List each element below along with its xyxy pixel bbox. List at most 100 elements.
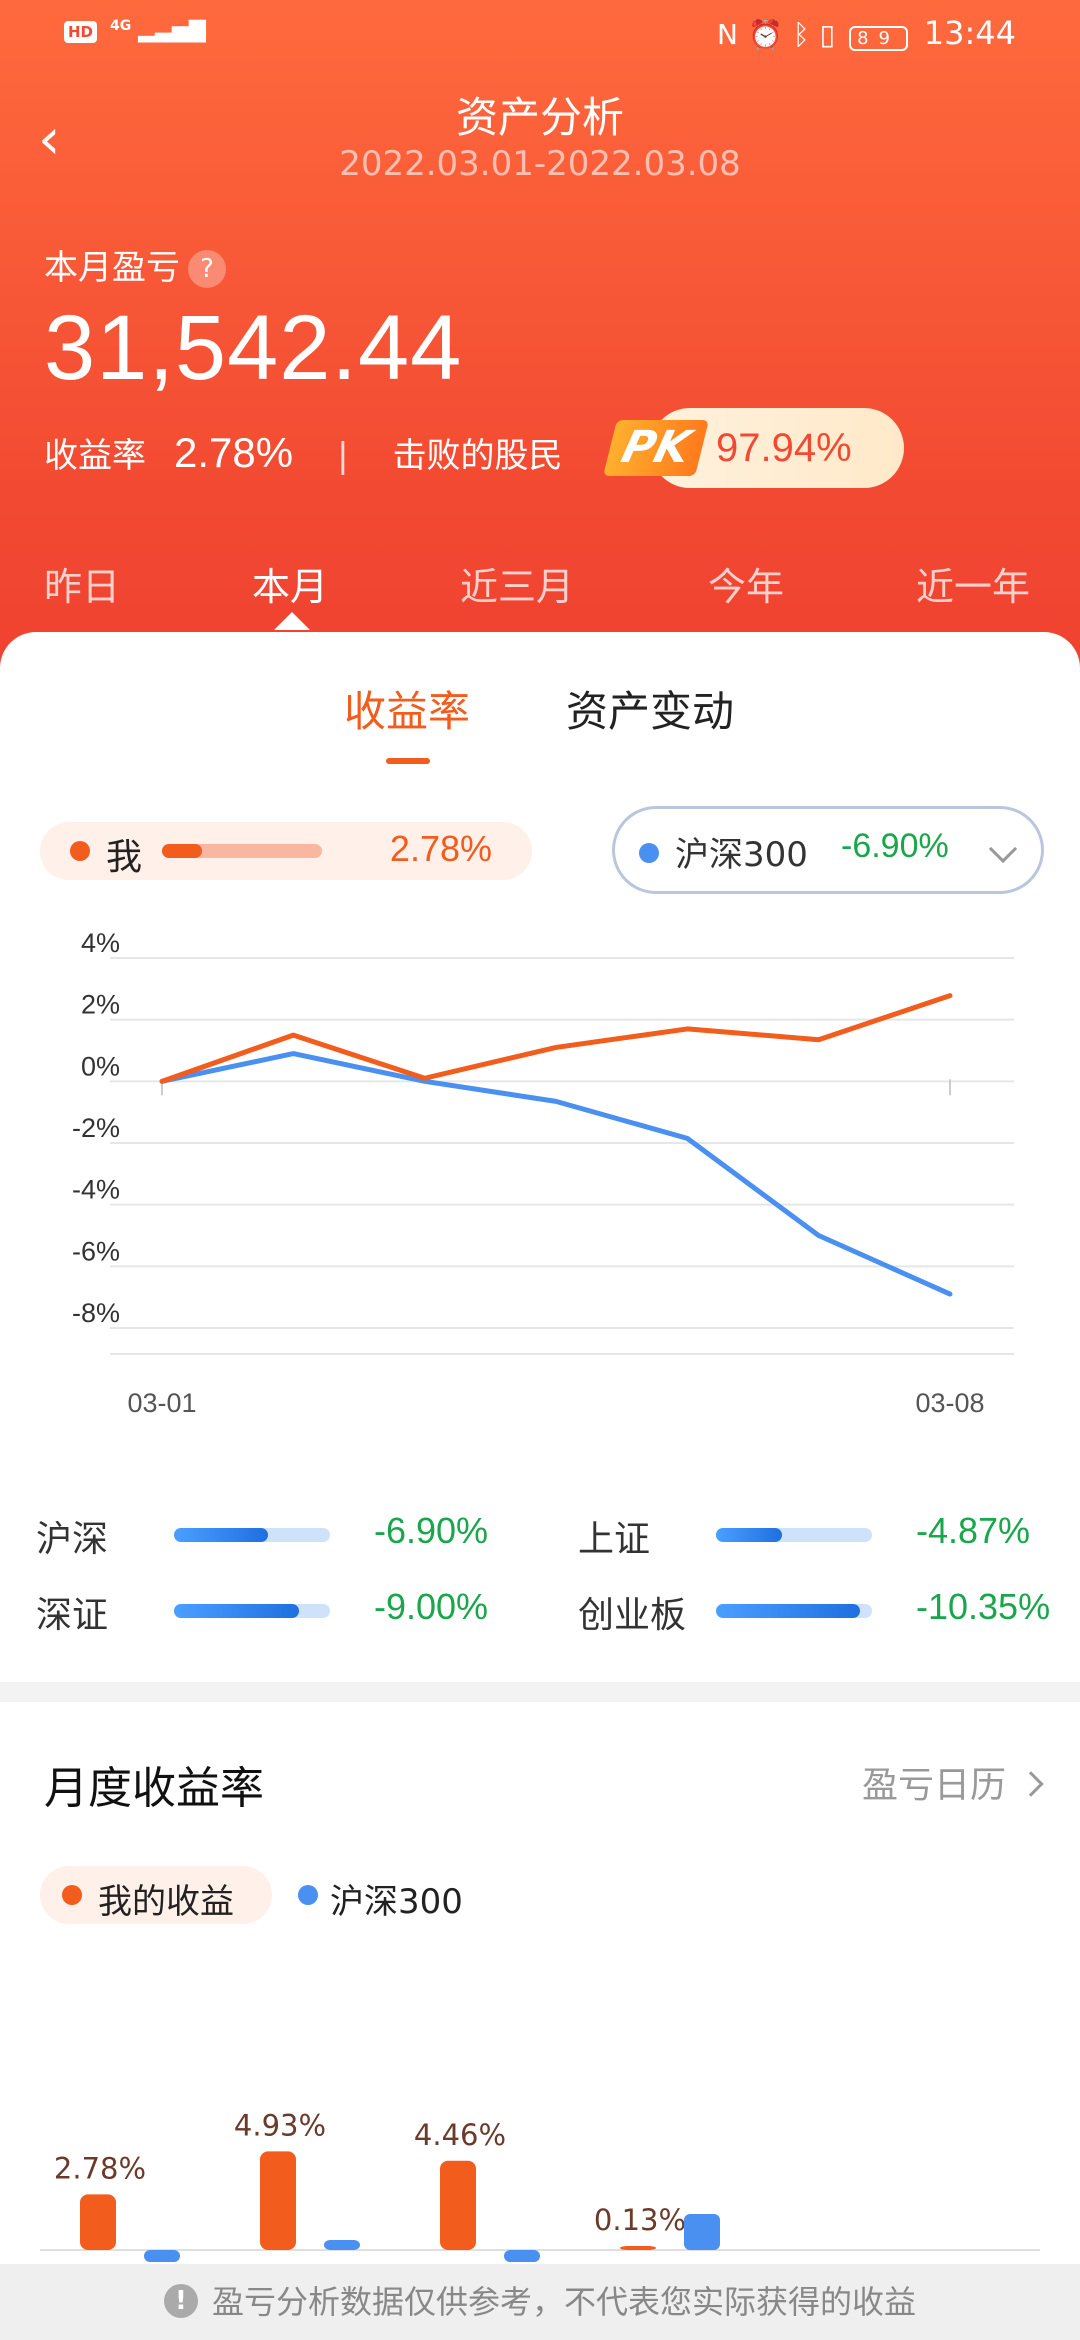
my-yield-chip: 我 2.78% — [40, 822, 532, 880]
header: HD 4G ▂▃▅▇ N⏰ᛒ▯ 89 13:44 ‹ 资产分析 2022.03.0… — [0, 0, 1080, 700]
blue-dot-icon — [639, 843, 659, 863]
segment-indicator — [386, 758, 430, 764]
index-row-name: 沪深 — [36, 1519, 109, 1560]
page-title: 资产分析 — [455, 93, 624, 142]
pl-label: 本月盈亏 — [44, 248, 180, 288]
back-arrow-icon[interactable]: ‹ — [38, 107, 61, 172]
my-yield-bar-fill — [162, 844, 202, 858]
yield-line-chart-svg: 4% 2% 0% -2% -4% -6% -8% 03-01 03-08 — [72, 928, 1014, 1418]
my-yield-bar — [260, 2151, 296, 2250]
index-row-value: -10.35% — [916, 1586, 1051, 1627]
series-line — [159, 1051, 953, 1297]
index-row-name: 上证 — [578, 1519, 651, 1560]
y-tick-label: 0% — [81, 1051, 120, 1081]
y-tick-label: -4% — [72, 1175, 120, 1205]
my-yield-value: 2.78% — [389, 828, 492, 869]
x-tick-label: 03-01 — [127, 1388, 196, 1418]
calendar-link[interactable]: 盈亏日历 — [861, 1756, 1044, 1808]
orange-dot-icon — [70, 841, 90, 861]
series-line — [159, 993, 953, 1084]
index-row: 深证 -9.00% — [36, 1586, 516, 1636]
index-row-value: -9.00% — [374, 1586, 489, 1627]
info-icon: ! — [163, 2284, 198, 2318]
calendar-link-label: 盈亏日历 — [861, 1765, 1006, 1806]
rate-row: 收益率 2.78% | 击败的股民 — [44, 428, 563, 477]
status-icons: N⏰ᛒ▯ 89 — [717, 18, 908, 51]
pk-badge-group[interactable]: 97.94% PK — [603, 408, 904, 488]
vibrate-icon: ▯ — [819, 18, 846, 51]
hd-icon: HD — [64, 21, 98, 43]
index-bar — [324, 2240, 360, 2250]
bar-data-label: 4.46% — [414, 2118, 506, 2152]
y-tick-label: -8% — [72, 1298, 120, 1328]
my-yield-bar — [80, 2194, 116, 2250]
my-yield-bar — [620, 2246, 656, 2250]
pl-amount: 31,542.44 — [44, 297, 463, 399]
legend-mine[interactable]: 我的收益 — [40, 1866, 272, 1924]
range-tabs: 昨日 本月 近三月 今年 近一年 — [0, 556, 1080, 626]
index-row: 创业板 -10.35% — [578, 1586, 1058, 1636]
index-row: 沪深 -6.90% — [36, 1510, 516, 1560]
my-yield-bar — [440, 2160, 476, 2250]
pl-label-row: 本月盈亏? — [44, 240, 226, 289]
index-row-bar-fill — [174, 1604, 299, 1618]
my-yield-bar — [162, 844, 322, 858]
beat-label: 击败的股民 — [392, 436, 563, 476]
tab-asset-change[interactable]: 资产变动 — [566, 687, 735, 736]
bar-data-label: 4.93% — [234, 2108, 326, 2142]
help-icon[interactable]: ? — [188, 250, 226, 288]
status-bar: HD 4G ▂▃▅▇ N⏰ᛒ▯ 89 13:44 — [0, 14, 1080, 58]
monthly-bar-chart: 2.78% 4.93% 4.46% 0.13% — [0, 2040, 1080, 2280]
tab-three-months[interactable]: 近三月 — [460, 565, 575, 609]
rate-label: 收益率 — [44, 436, 146, 476]
legend-index-label: 沪深300 — [330, 1882, 463, 1922]
index-name: 沪深300 — [675, 835, 808, 875]
index-row: 上证 -4.87% — [578, 1510, 1058, 1560]
y-tick-label: -6% — [72, 1236, 120, 1266]
index-bar — [504, 2250, 540, 2262]
index-value: -6.90% — [841, 827, 949, 865]
bar-data-label: 0.13% — [594, 2203, 686, 2237]
disclaimer-text: 盈亏分析数据仅供参考，不代表您实际获得的收益 — [211, 2283, 916, 2321]
index-row-name: 创业板 — [578, 1595, 687, 1636]
signal-bars-icon: ▂▃▅▇ — [138, 18, 206, 43]
monthly-bar-chart-svg: 2.78% 4.93% 4.46% 0.13% — [40, 2108, 1040, 2262]
yield-line-chart: 4% 2% 0% -2% -4% -6% -8% 03-01 03-08 — [0, 900, 1080, 1500]
blue-dot-icon — [298, 1885, 318, 1905]
tab-yield[interactable]: 收益率 — [344, 687, 471, 736]
index-bar — [684, 2214, 720, 2250]
index-row-name: 深证 — [36, 1595, 109, 1636]
divider: | — [337, 436, 349, 476]
pk-icon: PK — [603, 420, 709, 476]
index-select[interactable]: 沪深300 -6.90% — [612, 806, 1044, 894]
legend-mine-label: 我的收益 — [98, 1882, 234, 1922]
tab-this-month[interactable]: 本月 — [252, 565, 329, 609]
my-label: 我 — [106, 837, 143, 878]
battery-icon: 89 — [849, 26, 908, 51]
x-tick-label: 03-08 — [915, 1388, 984, 1418]
nfc-icon: N — [717, 18, 748, 51]
y-tick-label: -2% — [72, 1113, 120, 1143]
index-row-bar — [174, 1604, 330, 1618]
signal-icon: 4G — [109, 18, 132, 34]
disclaimer: ! 盈亏分析数据仅供参考，不代表您实际获得的收益 — [0, 2264, 1080, 2340]
index-row-bar-fill — [174, 1528, 268, 1542]
index-row-bar — [716, 1604, 872, 1618]
orange-dot-icon — [62, 1885, 82, 1905]
alarm-icon: ⏰ — [747, 18, 793, 51]
index-row-bar — [716, 1528, 872, 1542]
tab-yesterday[interactable]: 昨日 — [44, 565, 121, 609]
bar-data-label: 2.78% — [54, 2151, 146, 2185]
clock: 13:44 — [923, 14, 1016, 52]
index-row-bar-fill — [716, 1604, 860, 1618]
rate-value: 2.78% — [174, 429, 294, 476]
y-tick-label: 2% — [81, 990, 120, 1020]
index-row-bar-fill — [716, 1528, 782, 1542]
bluetooth-icon: ᛒ — [792, 18, 820, 51]
y-tick-label: 4% — [81, 928, 120, 958]
active-tab-caret-icon — [274, 612, 310, 630]
chevron-right-icon — [1018, 1771, 1044, 1797]
tab-past-year[interactable]: 近一年 — [916, 565, 1031, 609]
monthly-title: 月度收益率 — [44, 1763, 264, 1814]
tab-this-year[interactable]: 今年 — [708, 565, 785, 609]
